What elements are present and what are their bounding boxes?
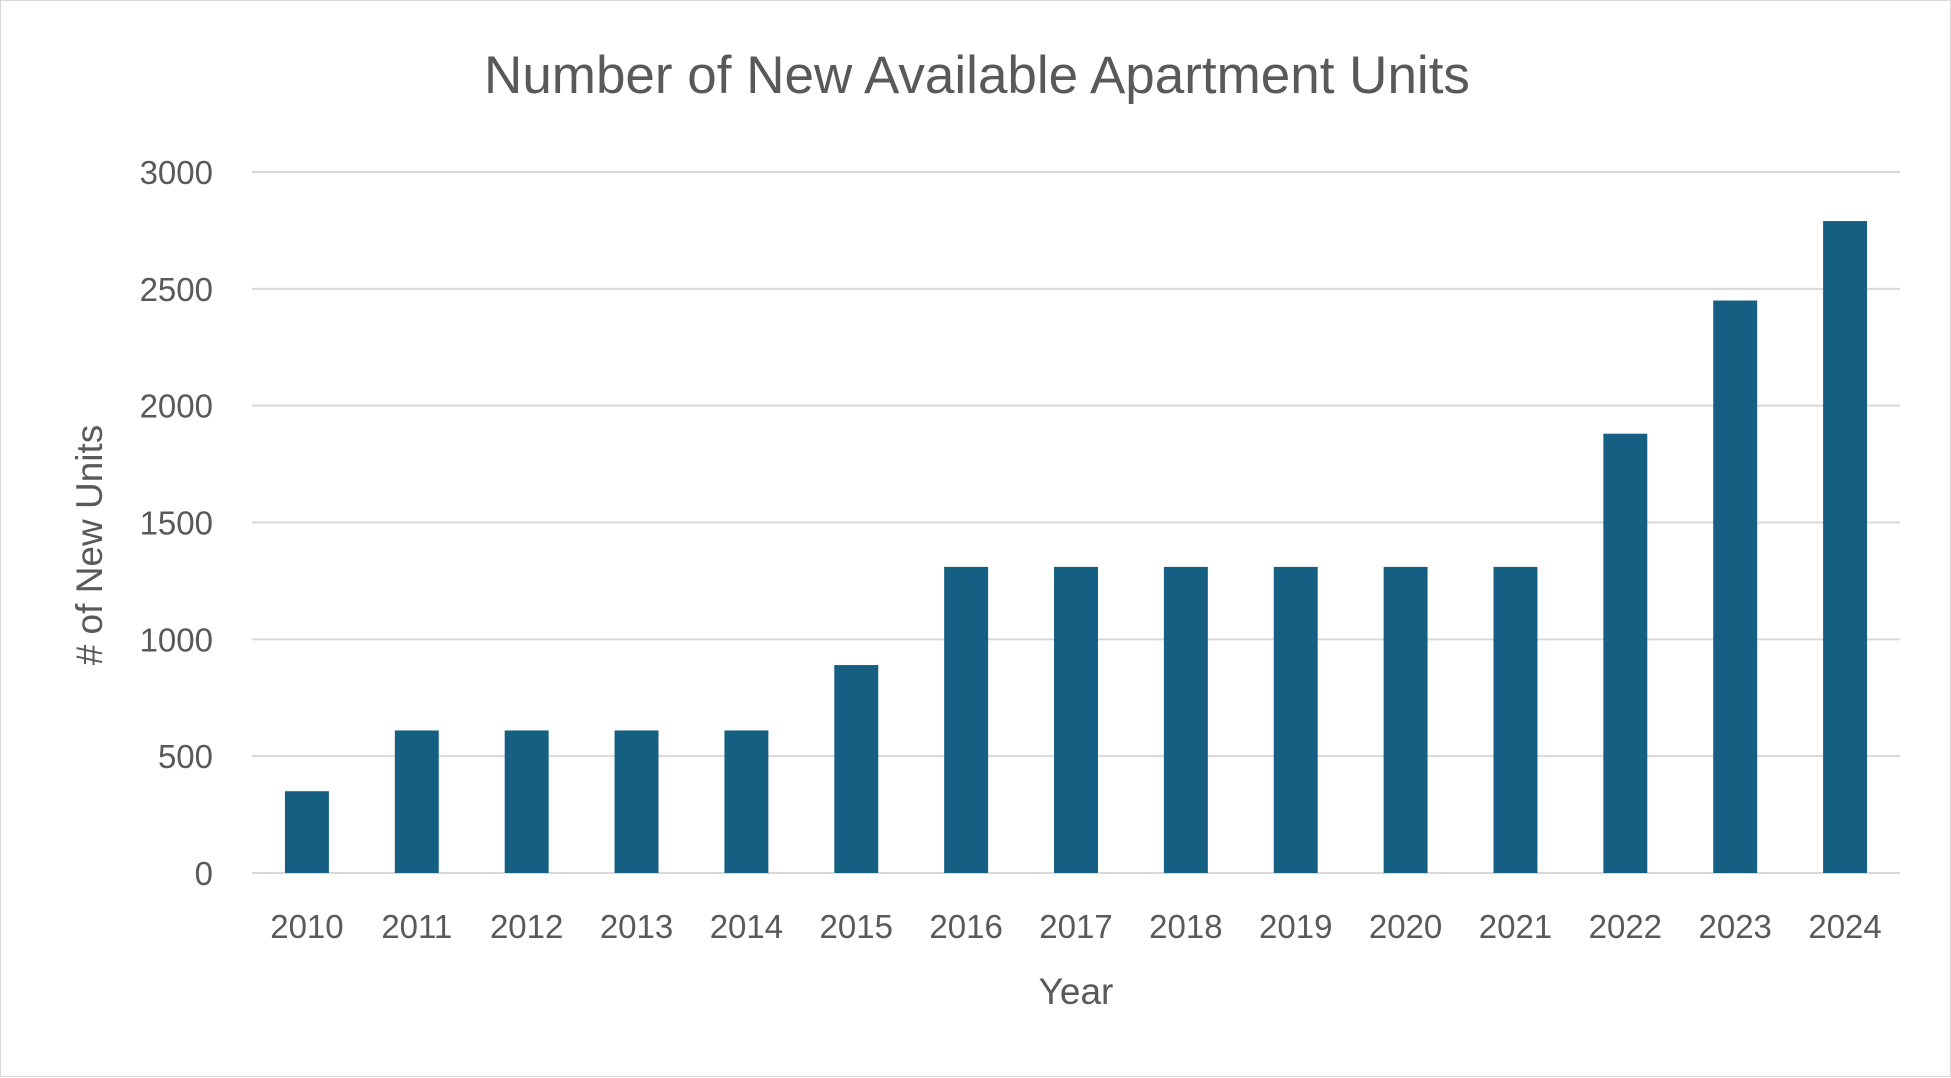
y-tick-label: 2000 — [140, 388, 213, 425]
bar-2016 — [944, 566, 989, 873]
bar-2018 — [1163, 566, 1208, 873]
x-tick-label: 2018 — [1149, 908, 1222, 945]
x-tick-label: 2017 — [1039, 908, 1112, 945]
bar-2020 — [1383, 566, 1428, 873]
y-tick-label: 2500 — [140, 271, 213, 308]
bar-2012 — [504, 730, 549, 873]
bar-2023 — [1713, 300, 1758, 873]
y-axis-tick-labels: 0 500 1000 1500 2000 2500 3000 — [140, 154, 213, 892]
bar-2024 — [1823, 221, 1868, 873]
bar-2021 — [1493, 566, 1538, 873]
x-tick-label: 2012 — [490, 908, 563, 945]
x-tick-label: 2010 — [270, 908, 343, 945]
x-tick-label: 2016 — [929, 908, 1002, 945]
y-tick-label: 1500 — [140, 505, 213, 542]
x-tick-label: 2014 — [710, 908, 783, 945]
x-tick-label: 2024 — [1808, 908, 1881, 945]
y-tick-label: 500 — [158, 738, 213, 775]
y-tick-label: 1000 — [140, 621, 213, 658]
x-axis-title: Year — [1039, 971, 1114, 1012]
bar-2017 — [1054, 566, 1098, 873]
x-tick-label: 2015 — [820, 908, 893, 945]
bars — [284, 221, 1868, 873]
chart-title: Number of New Available Apartment Units — [484, 46, 1470, 105]
y-axis-title: # of New Units — [69, 425, 110, 666]
x-tick-label: 2019 — [1259, 908, 1332, 945]
x-tick-label: 2011 — [381, 908, 452, 945]
bar-2013 — [614, 730, 659, 873]
bar-2019 — [1273, 566, 1318, 873]
x-tick-label: 2020 — [1369, 908, 1442, 945]
x-tick-label: 2023 — [1698, 908, 1771, 945]
x-tick-label: 2021 — [1479, 908, 1552, 945]
bar-2014 — [724, 730, 769, 873]
y-tick-label: 3000 — [140, 154, 213, 191]
x-tick-label: 2013 — [600, 908, 673, 945]
x-axis-tick-labels: 2010 2011 2012 2013 2014 2015 2016 2017 2018 2019… — [270, 908, 1882, 945]
y-tick-label: 0 — [195, 855, 213, 892]
bar-2011 — [394, 730, 439, 873]
bar-2022 — [1603, 433, 1648, 873]
bar-2015 — [834, 665, 879, 873]
bar-2010 — [284, 791, 329, 873]
x-tick-label: 2022 — [1589, 908, 1662, 945]
